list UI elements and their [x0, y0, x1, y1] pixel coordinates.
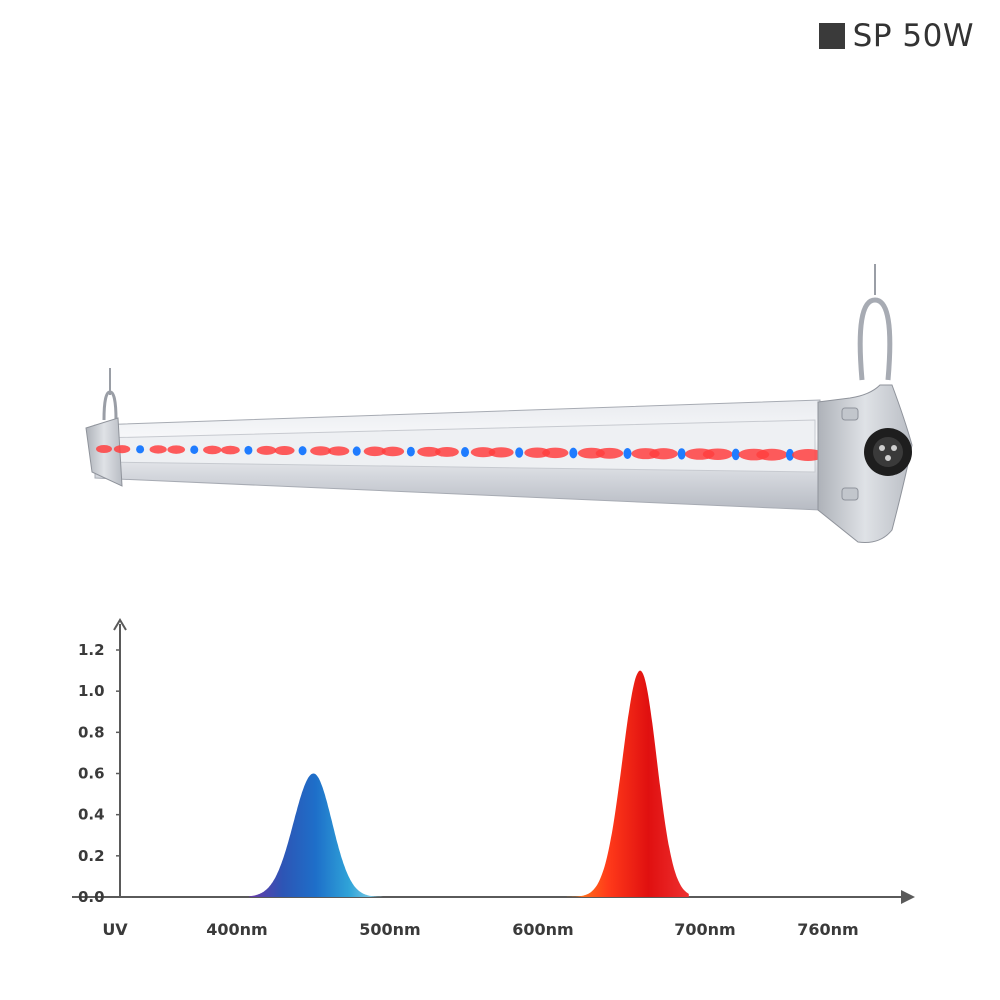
led-red — [310, 446, 332, 456]
led-blue — [677, 448, 686, 460]
led-blue — [569, 447, 578, 459]
chart-axes — [72, 618, 915, 904]
x-tick-label: UV — [102, 920, 128, 939]
right-hanger-icon — [857, 264, 893, 381]
x-tick-label: 700nm — [674, 920, 735, 939]
y-tick-label: 0.6 — [78, 765, 105, 783]
chart-peaks — [249, 670, 689, 897]
product-badge: SP 50W — [818, 18, 974, 54]
led-red — [470, 447, 496, 458]
x-tick-label: 600nm — [512, 920, 573, 939]
led-red — [381, 446, 405, 457]
led-red — [702, 448, 733, 460]
led-red — [595, 447, 624, 459]
x-tick-label: 400nm — [206, 920, 267, 939]
led-strip — [96, 445, 824, 461]
y-tick-label: 0.8 — [78, 723, 105, 741]
led-red — [220, 445, 240, 455]
right-end-cap — [817, 384, 913, 543]
spectrum-peak — [249, 773, 383, 897]
led-blue — [785, 448, 794, 461]
led-red — [167, 445, 186, 454]
power-connector-icon — [864, 428, 912, 476]
grow-light-bar-image — [85, 264, 913, 543]
led-blue — [190, 445, 199, 455]
y-tick-labels: 0.0 0.2 0.4 0.6 0.8 1.0 1.2 — [78, 641, 120, 906]
led-blue — [352, 446, 361, 456]
led-red — [435, 446, 459, 457]
led-red — [113, 445, 131, 454]
led-red — [328, 446, 350, 456]
y-tick-label: 0.4 — [78, 806, 105, 824]
led-red — [417, 446, 441, 457]
led-blue — [731, 448, 740, 461]
y-tick-label: 1.0 — [78, 682, 105, 700]
led-red — [96, 445, 112, 453]
y-axis-arrow-icon — [113, 618, 127, 631]
y-tick-label: 0.2 — [78, 847, 105, 865]
led-red — [274, 446, 295, 456]
led-blue — [461, 447, 470, 458]
led-red — [792, 449, 824, 461]
led-red — [542, 447, 569, 459]
led-blue — [623, 447, 632, 459]
led-red — [649, 448, 678, 460]
led-red — [756, 448, 788, 461]
y-tick-label: 0.0 — [78, 888, 105, 906]
x-axis-arrow-icon — [901, 890, 915, 904]
led-red — [203, 445, 222, 455]
left-hanger-icon — [102, 368, 118, 421]
x-tick-label: 760nm — [797, 920, 858, 939]
led-red — [149, 445, 167, 454]
spectrum-peak — [527, 670, 689, 897]
led-blue — [298, 446, 307, 456]
badge-square-icon — [818, 23, 845, 49]
badge-label: SP 50W — [852, 18, 974, 54]
led-red — [363, 446, 386, 457]
led-blue — [515, 447, 524, 458]
x-tick-label: 500nm — [359, 920, 420, 939]
x-tick-labels: UV 400nm 500nm 600nm 700nm 760nm — [102, 920, 858, 939]
led-blue — [406, 446, 415, 457]
y-tick-label: 1.2 — [78, 641, 105, 659]
led-blue — [136, 445, 145, 454]
led-red — [256, 445, 277, 455]
led-red — [488, 447, 514, 458]
led-blue — [244, 445, 253, 455]
